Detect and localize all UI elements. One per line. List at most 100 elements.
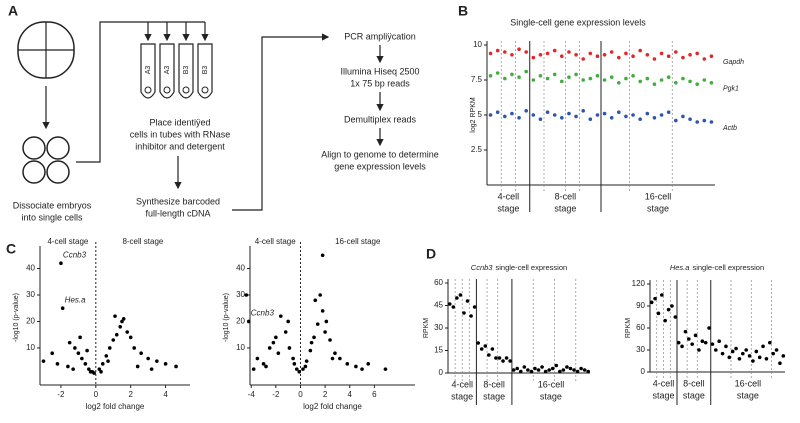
data-point [354, 364, 358, 369]
data-point [734, 346, 738, 351]
data-point [515, 366, 520, 371]
y-tick-label: 5 [478, 110, 483, 119]
series-label: Actb [722, 125, 737, 132]
data-point [309, 340, 314, 345]
data-point [255, 356, 260, 361]
data-point [693, 333, 698, 338]
y-tick-label: 20 [26, 317, 35, 326]
data-point [690, 342, 694, 346]
data-point [768, 340, 772, 345]
cell [46, 136, 70, 160]
cell [22, 160, 46, 184]
data-point [312, 335, 316, 340]
y-tick-label: 7.5 [471, 75, 483, 84]
stage-label: stage [497, 203, 519, 213]
data-point [703, 340, 708, 345]
y-axis-label: log2 RPKM [470, 97, 477, 133]
y-tick-label: 15 [434, 346, 443, 355]
data-point [764, 357, 769, 361]
data-point [59, 261, 63, 266]
x-tick-label: 0 [94, 390, 99, 399]
data-point [702, 57, 707, 61]
data-point [80, 356, 84, 361]
data-point [41, 359, 46, 363]
group-label: 16-cell stage [335, 237, 381, 246]
data-point [472, 305, 477, 309]
cell [201, 86, 209, 94]
data-point [517, 47, 521, 51]
data-point [451, 305, 456, 309]
data-point [291, 356, 295, 361]
data-point [652, 57, 657, 61]
data-point [631, 74, 635, 78]
group-label: 8-cell stage [122, 237, 163, 246]
y-axis-label: RPKM [625, 318, 632, 338]
y-tick-label: 60 [434, 278, 443, 287]
data-point [574, 114, 578, 119]
data-point [624, 76, 628, 81]
cell [182, 86, 190, 94]
data-point [581, 109, 585, 113]
y-tick-label: 40 [236, 264, 245, 273]
data-point [261, 362, 266, 366]
data-point [710, 342, 715, 346]
data-point [495, 71, 500, 75]
data-point [751, 359, 755, 363]
data-point [575, 369, 580, 374]
data-point [774, 348, 779, 352]
data-point [741, 351, 745, 356]
data-point [560, 54, 564, 58]
data-point [324, 319, 329, 324]
panel-label: D [426, 246, 436, 262]
data-point [631, 54, 635, 58]
data-point [308, 348, 313, 353]
data-point [517, 75, 521, 79]
gene-name: Ccnb3 [471, 263, 494, 272]
data-point [458, 293, 463, 297]
data-point [497, 356, 502, 360]
data-point [494, 356, 498, 360]
step-text: Place identiÿed [149, 117, 210, 127]
data-point [244, 293, 249, 297]
stage-label: 4-cell [653, 378, 675, 388]
tube [197, 43, 213, 99]
data-point [286, 319, 290, 324]
data-point [574, 53, 578, 57]
data-point [476, 341, 480, 345]
data-point [673, 315, 678, 319]
data-point [737, 357, 742, 361]
y-tick-label: 120 [632, 279, 646, 288]
x-tick-label: -2 [272, 390, 280, 399]
stage-label: stage [451, 391, 473, 401]
data-point [538, 117, 543, 121]
y-tick-label: 45 [434, 301, 443, 310]
panel-label: B [458, 3, 468, 19]
y-tick-label: 30 [26, 290, 35, 299]
data-point [617, 55, 621, 60]
stage-label: 4-cell [451, 379, 473, 389]
data-point [320, 309, 325, 313]
data-point [503, 50, 507, 54]
data-point [579, 366, 583, 371]
data-point [561, 368, 566, 372]
y-axis-label: RPKM [423, 318, 430, 338]
data-point [550, 366, 555, 371]
data-point [681, 55, 685, 60]
data-point [531, 113, 536, 117]
step-text: Illumina Hiseq 2500 [340, 66, 419, 76]
data-point [565, 365, 569, 369]
stage-label: 8-cell [555, 191, 577, 201]
data-point [560, 79, 564, 84]
data-point [602, 78, 607, 82]
data-point [581, 57, 585, 61]
data-point [114, 332, 119, 337]
stage-label: stage [737, 390, 759, 400]
data-point [545, 51, 550, 56]
data-point [588, 51, 593, 56]
data-point [100, 362, 105, 366]
data-point [85, 348, 89, 353]
panel-a: A Dissociate embryos into single cells A… [8, 3, 439, 223]
data-point [292, 362, 297, 366]
tube [178, 43, 194, 99]
data-point [543, 369, 548, 374]
